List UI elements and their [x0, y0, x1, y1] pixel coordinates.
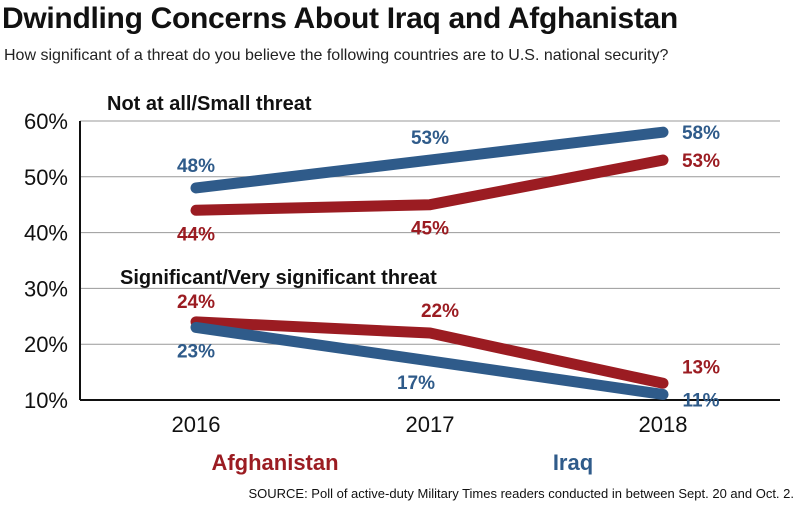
y-tick-label: 10%	[24, 388, 68, 413]
series-line-afghanistan-1	[190, 316, 669, 389]
y-tick-label: 30%	[24, 276, 68, 301]
data-label: 24%	[177, 292, 215, 313]
data-label: 53%	[411, 128, 449, 149]
data-label: 45%	[411, 219, 449, 240]
chart-title: Dwindling Concerns About Iraq and Afghan…	[2, 2, 678, 35]
legend-iraq: Iraq	[553, 450, 593, 475]
data-label: 13%	[682, 357, 720, 378]
data-label: 48%	[177, 156, 215, 177]
y-tick-label: 50%	[24, 165, 68, 190]
series-line-afghanistan-0	[190, 154, 669, 216]
data-label: 11%	[683, 390, 720, 411]
data-label: 58%	[682, 123, 720, 144]
data-label: 23%	[177, 341, 215, 362]
y-tick-label: 40%	[24, 221, 68, 246]
x-tick-label: 2016	[172, 412, 221, 437]
legend-afghanistan: Afghanistan	[211, 450, 338, 475]
x-tick-label: 2018	[639, 412, 688, 437]
chart-subtitle: How significant of a threat do you belie…	[4, 47, 669, 64]
group-title-significant-threat: Significant/Very significant threat	[120, 267, 437, 289]
data-label: 44%	[177, 224, 215, 245]
series-line-iraq-0	[190, 126, 669, 194]
data-label: 22%	[421, 301, 459, 322]
group-title-small-threat: Not at all/Small threat	[107, 93, 312, 115]
data-label: 53%	[682, 151, 720, 172]
data-label: 17%	[397, 373, 435, 394]
source-note: SOURCE: Poll of active-duty Military Tim…	[248, 486, 794, 501]
x-tick-label: 2017	[406, 412, 455, 437]
y-tick-label: 20%	[24, 332, 68, 357]
y-tick-label: 60%	[24, 109, 68, 134]
series-line-iraq-1	[190, 321, 669, 400]
